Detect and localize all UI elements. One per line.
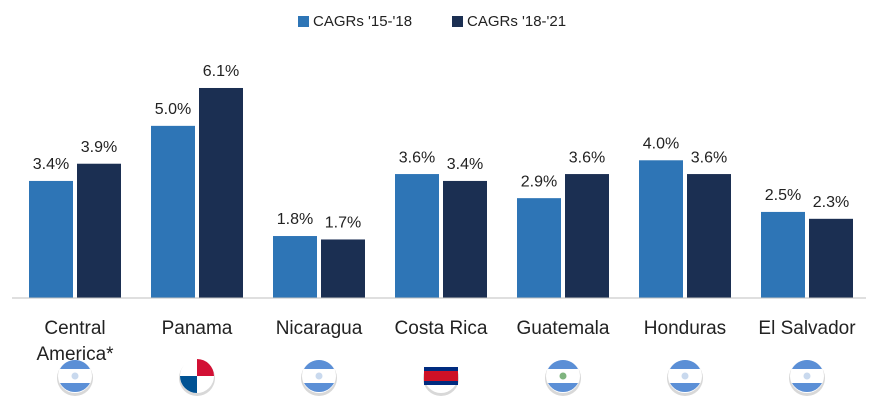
flag-icon [179, 359, 215, 396]
bar [395, 174, 439, 298]
flag-part [670, 360, 700, 369]
data-label: 1.7% [325, 215, 361, 232]
data-label: 3.6% [691, 149, 727, 166]
flag-part [548, 383, 578, 392]
flag-icon [301, 359, 337, 396]
flag-icon [545, 359, 581, 396]
data-label: 2.3% [813, 194, 849, 211]
flag-part [548, 360, 578, 369]
flag-part [315, 372, 323, 380]
flag-part [71, 372, 79, 380]
flag-part [304, 383, 334, 392]
data-label: 2.9% [521, 173, 557, 190]
x-tick-label: Costa Rica [394, 318, 488, 339]
flag-part [197, 359, 214, 376]
data-label: 4.0% [643, 136, 679, 153]
flag-part [792, 383, 822, 392]
bar [77, 163, 121, 298]
legend-swatch [452, 16, 463, 27]
flag-icon [667, 359, 703, 396]
bar [809, 218, 853, 298]
flag-part [559, 372, 567, 380]
bar [199, 87, 243, 298]
x-tick-label: Guatemala [516, 318, 610, 339]
flag-part [670, 383, 700, 392]
bar [443, 180, 487, 298]
flag-part [681, 372, 689, 380]
flag-part [60, 383, 90, 392]
bar [321, 239, 365, 298]
bar [151, 125, 195, 298]
flag-part [180, 376, 197, 393]
bar [517, 198, 561, 298]
legend-swatch [298, 16, 309, 27]
x-tick-label: Nicaragua [275, 318, 363, 339]
flag-part [424, 371, 458, 381]
bar [273, 236, 317, 298]
legend-label: CAGRs '15-'18 [313, 13, 412, 30]
data-label: 1.8% [277, 211, 313, 228]
flag-part [60, 360, 90, 369]
data-label: 3.4% [447, 156, 483, 173]
data-label: 3.6% [399, 149, 435, 166]
x-tick-label: El Salvador [758, 318, 856, 339]
flag-icon [57, 359, 93, 396]
data-label: 5.0% [155, 101, 191, 118]
data-label: 6.1% [203, 63, 239, 80]
flag-icon [789, 359, 825, 396]
bar [687, 174, 731, 298]
bar [29, 180, 73, 298]
data-label: 3.6% [569, 149, 605, 166]
data-label: 3.4% [33, 156, 69, 173]
bar [761, 211, 805, 298]
x-tick-label: Central America* [36, 318, 114, 365]
flag-part [792, 360, 822, 369]
x-tick-label: Panama [161, 318, 233, 339]
legend-label: CAGRs '18-'21 [467, 13, 566, 30]
bar [639, 160, 683, 298]
x-tick-label: Honduras [643, 318, 727, 339]
bar [565, 174, 609, 298]
data-label: 2.5% [765, 187, 801, 204]
flag-part [304, 360, 334, 369]
data-label: 3.9% [81, 139, 117, 156]
flag-icon [423, 359, 459, 396]
flag-part [803, 372, 811, 380]
